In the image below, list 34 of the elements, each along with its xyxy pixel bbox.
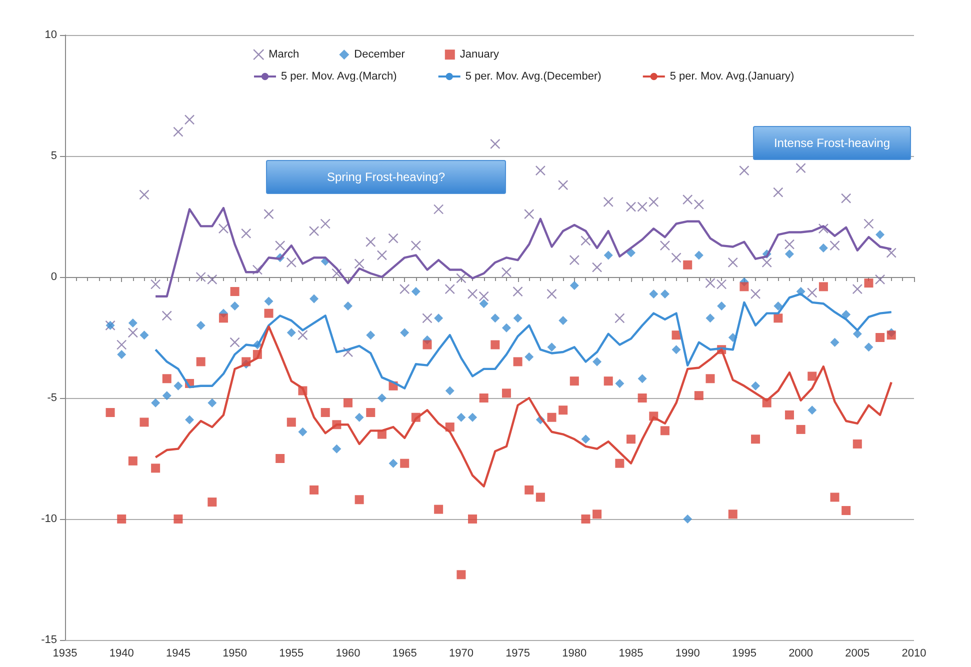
- x-tick-label: 1965: [392, 648, 417, 660]
- y-tick-label: 10: [44, 29, 57, 41]
- x-tick-label: 1945: [166, 648, 190, 660]
- y-tick-label: 5: [50, 150, 57, 162]
- legend-label: 5 per. Mov. Avg.(January): [670, 70, 794, 82]
- x-tick-label: 1970: [448, 648, 474, 660]
- x-tick-label: 1990: [675, 648, 700, 660]
- annotation: Intense Frost-heaving: [774, 136, 890, 150]
- x-tick-label: 1985: [618, 648, 644, 660]
- x-tick-label: 1980: [562, 648, 587, 660]
- y-tick-label: -10: [41, 513, 57, 525]
- legend-label: January: [460, 48, 500, 61]
- text-box: Intense Frost-heaving: [753, 126, 911, 160]
- x-tick-label: 2005: [845, 648, 870, 660]
- legend-label: December: [354, 48, 406, 61]
- y-tick-label: 0: [50, 271, 57, 283]
- x-tick-label: 2000: [788, 648, 814, 660]
- legend-label: March: [268, 48, 300, 61]
- x-tick-label: 1975: [506, 648, 530, 660]
- line-series: [154, 206, 892, 298]
- x-tick-label: 1955: [279, 648, 304, 660]
- legend-label: 5 per. Mov. Avg.(March): [281, 70, 397, 82]
- x-tick-label: 1950: [222, 648, 248, 660]
- y-tick-label: -15: [41, 634, 57, 646]
- y-tick-label: -5: [47, 392, 57, 404]
- legend-label: 5 per. Mov. Avg.(December): [465, 70, 602, 82]
- x-tick-label: 1960: [336, 648, 360, 660]
- x-tick-label: 1995: [732, 648, 756, 660]
- x-tick-label: 2010: [902, 648, 926, 660]
- text-box: Spring Frost-heaving?: [266, 160, 506, 194]
- annotation: Spring Frost-heaving?: [326, 170, 446, 184]
- x-tick-label: 1940: [109, 648, 134, 660]
- line-series: [154, 326, 892, 488]
- x-tick-label: 1935: [52, 648, 78, 660]
